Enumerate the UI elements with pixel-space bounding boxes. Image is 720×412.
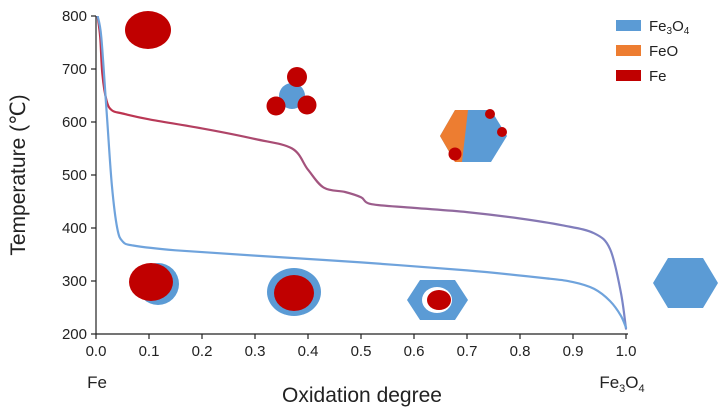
x-end-label-fe3o4-base: Fe (599, 373, 619, 392)
x-end-label-fe3o4-sub1: 3 (619, 383, 625, 395)
particle-illustrations (125, 11, 718, 320)
y-tick-label: 200 (62, 326, 87, 343)
x-tick-label: 0.7 (457, 343, 478, 360)
y-tick-label: 700 (62, 61, 87, 78)
hollow-hexagon-particle-icon (407, 280, 468, 320)
fe-core-3-icon (427, 290, 451, 310)
legend-label-fe3o4: Fe3O4 (649, 18, 690, 37)
legend-label-feo: FeO (649, 43, 678, 60)
x-tick-label: 1.0 (616, 343, 637, 360)
x-tick-label: 0.1 (139, 343, 160, 360)
fe-nodule-left-icon (266, 96, 286, 116)
legend-fe3o4-mid: O (672, 18, 684, 35)
x-tick-label: 0.9 (563, 343, 584, 360)
feo-region-icon (440, 110, 468, 162)
fe-dot-right-icon (497, 127, 507, 137)
y-tick-label: 300 (62, 273, 87, 290)
x-tick-label: 0.5 (351, 343, 372, 360)
x-tick-label: 0.2 (192, 343, 213, 360)
fe3o4-hexagon-particle-icon (653, 258, 718, 308)
x-tick-label: 0.0 (86, 343, 107, 360)
y-tick-label: 800 (62, 8, 87, 25)
fe3o4-core-with-fe-nodules-icon (266, 67, 317, 116)
y-axis-title: Temperature (℃) (7, 94, 30, 255)
x-axis-title: Oxidation degree (282, 384, 442, 407)
x-end-label-fe3o4-sub2: 4 (639, 383, 645, 395)
x-tick-label: 0.8 (510, 343, 531, 360)
y-tick-label: 600 (62, 114, 87, 131)
x-ticks: 0.0 0.1 0.2 0.3 0.4 0.5 0.6 0.7 0.8 0.9 1.0 (86, 334, 637, 360)
fe-dot-left-icon (448, 147, 462, 161)
series-line-1 (96, 16, 628, 329)
series-group (96, 16, 628, 330)
core-shell-particle-2-icon (267, 268, 321, 316)
mixed-hexagon-particle-icon (440, 109, 507, 162)
legend-fe3o4-sub1: 3 (667, 26, 673, 37)
x-end-label-fe: Fe (87, 373, 107, 392)
x-tick-label: 0.6 (404, 343, 425, 360)
core-shell-particle-1-icon (129, 263, 179, 305)
y-tick-label: 400 (62, 220, 87, 237)
fe-nodule-top-icon (287, 67, 307, 87)
legend-fe3o4-base: Fe (649, 18, 667, 35)
fe-particle-icon (125, 11, 171, 49)
x-tick-label: 0.4 (298, 343, 319, 360)
fe-dot-top-icon (485, 109, 495, 119)
y-tick-label: 500 (62, 167, 87, 184)
legend: Fe3O4 FeO Fe (616, 18, 690, 85)
fe-core-1-icon (129, 263, 173, 301)
legend-label-fe: Fe (649, 68, 667, 85)
x-end-label-fe3o4: Fe3O4 (599, 373, 644, 395)
x-tick-label: 0.3 (245, 343, 266, 360)
fe-nodule-right-icon (297, 95, 317, 115)
legend-swatch-feo (616, 45, 641, 56)
series-line-0 (96, 16, 628, 330)
legend-fe3o4-sub2: 4 (684, 26, 690, 37)
legend-swatch-fe (616, 70, 641, 81)
fe-core-2-icon (274, 275, 314, 311)
x-end-label-fe3o4-mid: O (625, 373, 638, 392)
y-ticks: 200 300 400 500 600 700 800 (62, 8, 96, 343)
legend-swatch-fe3o4 (616, 20, 641, 31)
